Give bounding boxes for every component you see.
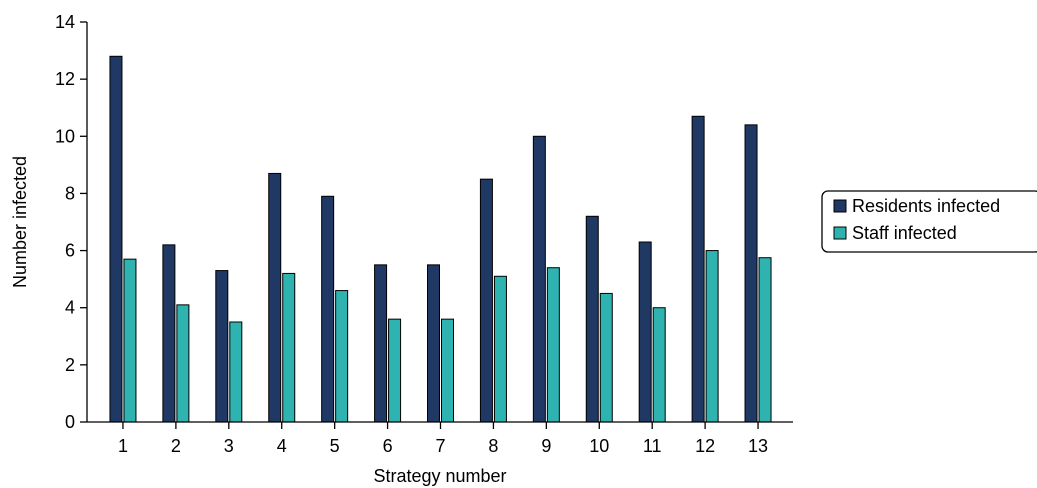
y-axis-title: Number infected [10, 156, 30, 288]
y-tick-label: 6 [65, 241, 75, 261]
bar-staff-12 [705, 250, 719, 423]
x-tick-label: 5 [330, 436, 340, 456]
bar-staff-4 [282, 272, 296, 423]
legend-label-staff: Staff infected [852, 223, 957, 243]
x-tick-label: 12 [695, 436, 715, 456]
bar-staff-11 [652, 307, 666, 423]
x-axis-title: Strategy number [373, 466, 506, 486]
bar-residents-3 [215, 270, 229, 423]
bar-staff-6 [388, 318, 402, 423]
legend-swatch-residents [833, 199, 847, 213]
bar-staff-2 [176, 304, 190, 423]
y-tick-label: 8 [65, 183, 75, 203]
x-tick-label: 2 [171, 436, 181, 456]
bar-residents-6 [374, 264, 388, 423]
x-tick-label: 9 [541, 436, 551, 456]
bar-staff-1 [123, 258, 137, 423]
y-tick-label: 12 [55, 69, 75, 89]
bar-residents-7 [427, 264, 440, 423]
y-axis-ticks: 0 2 4 6 8 10 12 14 [55, 12, 87, 432]
legend-box [821, 190, 1037, 253]
y-tick-label: 14 [55, 12, 75, 32]
x-tick-label: 6 [383, 436, 393, 456]
x-tick-label: 10 [589, 436, 609, 456]
bar-residents-13 [744, 124, 758, 423]
x-tick-label: 4 [277, 436, 287, 456]
y-tick-label: 10 [55, 126, 75, 146]
bar-residents-12 [691, 115, 705, 423]
y-tick-label: 4 [65, 298, 75, 318]
bars [109, 55, 772, 423]
legend-label-residents: Residents infected [852, 196, 1000, 216]
x-tick-label: 1 [118, 436, 128, 456]
bar-staff-7 [441, 318, 454, 423]
y-tick-label: 0 [65, 412, 75, 432]
x-tick-label: 7 [435, 436, 445, 456]
x-tick-label: 8 [488, 436, 498, 456]
x-tick-label: 13 [748, 436, 768, 456]
bar-staff-13 [758, 257, 772, 423]
bar-staff-10 [599, 292, 613, 423]
x-axis-ticks: 1 2 3 4 5 6 7 8 9 10 11 12 13 [118, 422, 768, 456]
bar-staff-5 [335, 290, 349, 423]
legend: Residents infected Staff infected [821, 190, 1037, 253]
bar-staff-9 [546, 267, 560, 423]
bar-residents-10 [585, 215, 599, 423]
bar-residents-11 [638, 241, 652, 423]
bar-residents-4 [268, 172, 282, 423]
bar-residents-8 [479, 178, 493, 423]
legend-swatch-staff [833, 226, 847, 240]
x-tick-label: 11 [643, 436, 662, 456]
bar-residents-2 [162, 244, 176, 423]
bar-staff-3 [229, 321, 243, 423]
bar-residents-1 [109, 55, 123, 423]
bar-residents-9 [532, 135, 546, 423]
y-tick-label: 2 [65, 355, 75, 375]
x-tick-label: 3 [224, 436, 234, 456]
bar-staff-8 [493, 275, 507, 423]
bar-residents-5 [321, 195, 335, 423]
